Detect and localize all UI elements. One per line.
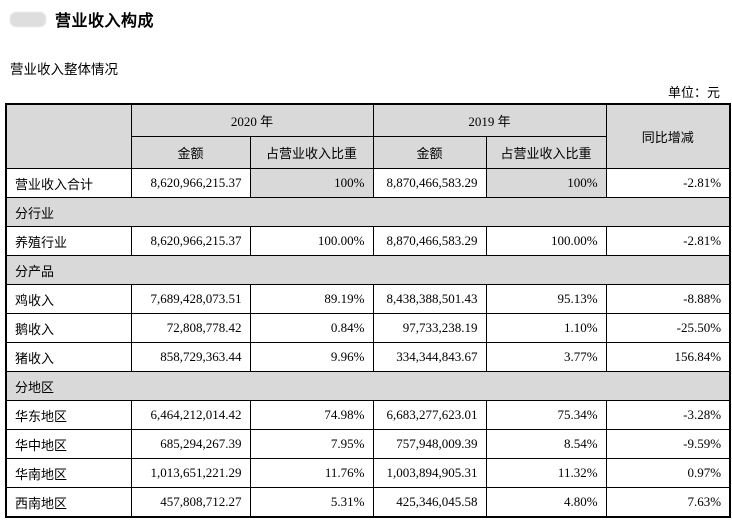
proportion-2020: 7.95% xyxy=(249,429,374,459)
row-label: 华东地区 xyxy=(5,400,132,430)
proportion-2019: 95.13% xyxy=(485,284,607,314)
redacted-section-number xyxy=(10,11,46,27)
yoy-change: 156.84% xyxy=(605,342,731,372)
yoy-change: -25.50% xyxy=(605,313,731,343)
row-label: 鸡收入 xyxy=(5,284,132,314)
document-heading: 营业收入构成 xyxy=(10,7,154,31)
row-label: 营业收入合计 xyxy=(5,168,132,198)
proportion-2020: 74.98% xyxy=(249,400,374,430)
yoy-change: -8.88% xyxy=(605,284,731,314)
table-row-total: 营业收入合计 8,620,966,215.37 100% 8,870,466,5… xyxy=(5,168,731,198)
section-row-region: 分地区 xyxy=(5,371,731,401)
header-proportion-2019: 占营业收入比重 xyxy=(485,136,607,169)
proportion-2020: 9.96% xyxy=(249,342,374,372)
header-proportion-2020: 占营业收入比重 xyxy=(249,136,374,169)
amount-2019: 8,870,466,583.29 xyxy=(372,226,487,256)
row-label: 鹅收入 xyxy=(5,313,132,343)
table-row: 华中地区 685,294,267.39 7.95% 757,948,009.39… xyxy=(5,429,731,459)
table-row: 华南地区 1,013,651,221.29 11.76% 1,003,894,9… xyxy=(5,458,731,488)
yoy-change: -3.28% xyxy=(605,400,731,430)
table-row: 猪收入 858,729,363.44 9.96% 334,344,843.67 … xyxy=(5,342,731,372)
proportion-2019: 3.77% xyxy=(485,342,607,372)
proportion-2020: 89.19% xyxy=(249,284,374,314)
header-yoy-change: 同比增减 xyxy=(605,103,731,169)
header-amount-2020: 金额 xyxy=(130,136,251,169)
amount-2020: 457,808,712.27 xyxy=(130,487,251,518)
amount-2019: 97,733,238.19 xyxy=(372,313,487,343)
amount-2020: 8,620,966,215.37 xyxy=(130,226,251,256)
proportion-2019: 100% xyxy=(485,168,607,198)
amount-2019: 425,346,045.58 xyxy=(372,487,487,518)
proportion-2019: 100.00% xyxy=(485,226,607,256)
section-label: 分行业 xyxy=(5,197,731,227)
row-label: 猪收入 xyxy=(5,342,132,372)
header-empty-cell xyxy=(5,103,132,169)
row-label: 养殖行业 xyxy=(5,226,132,256)
amount-2020: 8,620,966,215.37 xyxy=(130,168,251,198)
page-title: 营业收入构成 xyxy=(55,13,155,30)
yoy-change: 7.63% xyxy=(605,487,731,518)
section-row-industry: 分行业 xyxy=(5,197,731,227)
section-row-product: 分产品 xyxy=(5,255,731,285)
table-row: 华东地区 6,464,212,014.42 74.98% 6,683,277,6… xyxy=(5,400,731,430)
proportion-2019: 4.80% xyxy=(485,487,607,518)
proportion-2020: 0.84% xyxy=(249,313,374,343)
proportion-2020: 11.76% xyxy=(249,458,374,488)
table-subtitle: 营业收入整体情况 xyxy=(10,62,118,77)
proportion-2020: 5.31% xyxy=(249,487,374,518)
revenue-composition-table: 2020 年 2019 年 同比增减 金额 占营业收入比重 金额 占营业收入比重… xyxy=(5,103,732,518)
amount-2020: 1,013,651,221.29 xyxy=(130,458,251,488)
yoy-change: -2.81% xyxy=(605,168,731,198)
amount-2019: 1,003,894,905.31 xyxy=(372,458,487,488)
section-label: 分地区 xyxy=(5,371,731,401)
amount-2019: 334,344,843.67 xyxy=(372,342,487,372)
table-row: 鹅收入 72,808,778.42 0.84% 97,733,238.19 1.… xyxy=(5,313,731,343)
section-label: 分产品 xyxy=(5,255,731,285)
proportion-2020: 100.00% xyxy=(249,226,374,256)
amount-2019: 757,948,009.39 xyxy=(372,429,487,459)
yoy-change: -9.59% xyxy=(605,429,731,459)
table-row: 鸡收入 7,689,428,073.51 89.19% 8,438,388,50… xyxy=(5,284,731,314)
proportion-2019: 11.32% xyxy=(485,458,607,488)
amount-2020: 858,729,363.44 xyxy=(130,342,251,372)
row-label: 华南地区 xyxy=(5,458,132,488)
amount-2019: 6,683,277,623.01 xyxy=(372,400,487,430)
header-row-years: 2020 年 2019 年 同比增减 xyxy=(5,103,731,169)
amount-2020: 7,689,428,073.51 xyxy=(130,284,251,314)
amount-2020: 72,808,778.42 xyxy=(130,313,251,343)
amount-2019: 8,438,388,501.43 xyxy=(372,284,487,314)
header-year-2020: 2020 年 xyxy=(130,103,374,137)
proportion-2019: 8.54% xyxy=(485,429,607,459)
proportion-2019: 75.34% xyxy=(485,400,607,430)
proportion-2020: 100% xyxy=(249,168,374,198)
amount-2019: 8,870,466,583.29 xyxy=(372,168,487,198)
amount-2020: 6,464,212,014.42 xyxy=(130,400,251,430)
header-row-metrics: 金额 占营业收入比重 金额 占营业收入比重 xyxy=(6,136,730,169)
unit-label: 单位：元 xyxy=(667,85,720,100)
row-label: 西南地区 xyxy=(5,487,132,518)
row-label: 华中地区 xyxy=(5,429,132,459)
table-row: 养殖行业 8,620,966,215.37 100.00% 8,870,466,… xyxy=(5,226,731,256)
yoy-change: 0.97% xyxy=(605,458,731,488)
header-amount-2019: 金额 xyxy=(372,136,487,169)
proportion-2019: 1.10% xyxy=(485,313,607,343)
header-year-2019: 2019 年 xyxy=(372,103,607,137)
yoy-change: -2.81% xyxy=(605,226,731,256)
table-row: 西南地区 457,808,712.27 5.31% 425,346,045.58… xyxy=(5,487,731,518)
amount-2020: 685,294,267.39 xyxy=(130,429,251,459)
